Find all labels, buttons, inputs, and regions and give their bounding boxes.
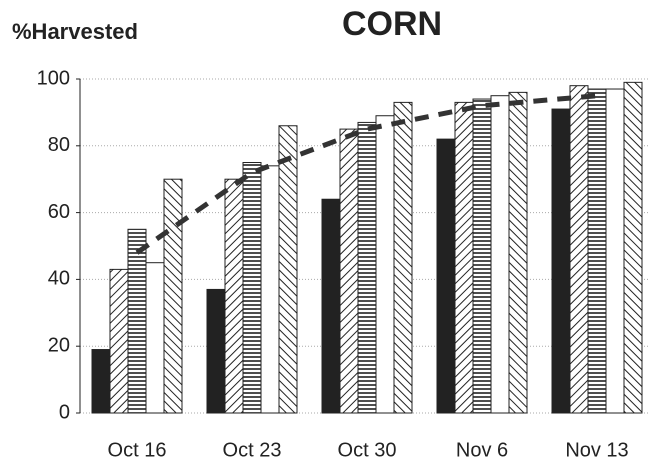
x-tick-label: Oct 30 [338,439,397,461]
bar [623,81,643,414]
bar [278,125,298,414]
y-tick-label: 60 [48,201,70,223]
x-tick-label: Oct 23 [223,439,282,461]
bar [508,91,528,414]
y-axis-label: %Harvested [12,19,138,44]
y-tick-label: 40 [48,268,70,290]
bar [357,121,377,414]
bar [242,162,262,414]
bar [393,101,413,414]
bar [490,95,510,414]
y-tick-label: 0 [59,401,70,423]
bar [551,108,571,414]
bar [339,128,359,414]
x-tick-label: Nov 6 [456,439,508,461]
trend-line [135,93,598,255]
bar [163,178,183,414]
y-tick-label: 100 [37,67,70,89]
bar [260,165,280,414]
bar [224,178,244,414]
bar [91,349,111,414]
bar [569,85,589,414]
bar [321,198,341,414]
bar [109,268,129,414]
bar [472,98,492,414]
y-tick-label: 20 [48,334,70,356]
bar [454,101,474,414]
bar [145,262,165,414]
bar [587,88,607,414]
chart-title: CORN [342,5,442,43]
bar [375,115,395,414]
y-tick-label: 80 [48,134,70,156]
bar [436,138,456,414]
x-tick-label: Oct 16 [108,439,167,461]
bar [127,228,147,414]
x-tick-label: Nov 13 [565,439,628,461]
bar [206,288,226,414]
bar [605,88,625,414]
